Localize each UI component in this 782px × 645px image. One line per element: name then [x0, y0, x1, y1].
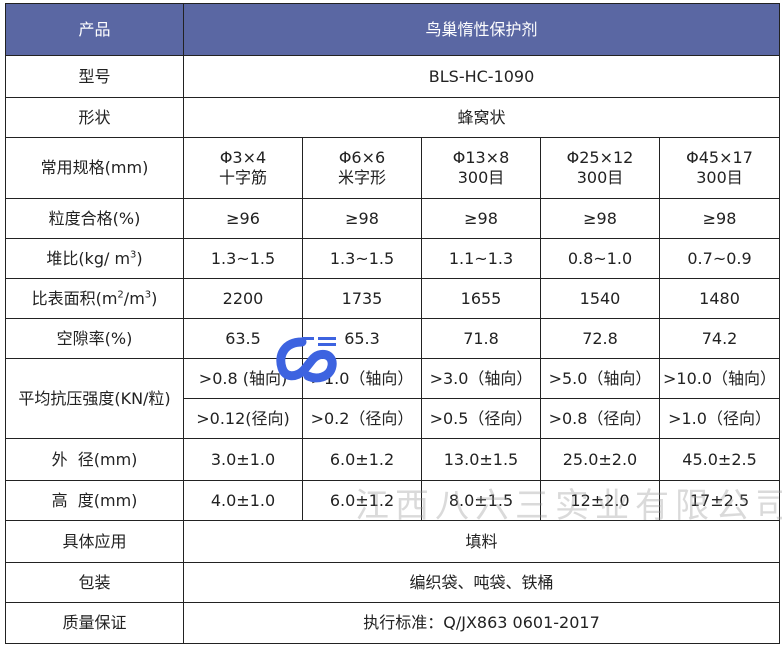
cell-line: 300目 — [457, 168, 505, 187]
row-label: 包装 — [5, 562, 184, 603]
cell: Φ13×8 300目 — [421, 137, 541, 199]
label-text: ) — [136, 248, 143, 268]
row-label: 常用规格(mm) — [5, 137, 184, 199]
cell: 2200 — [183, 278, 303, 319]
header-label: 产品 — [5, 3, 184, 56]
row-label: 粒度合格(%) — [5, 198, 184, 239]
label-text: /m — [123, 288, 145, 308]
row-label: 比表面积(m2/m3) — [5, 278, 184, 319]
row-label: 堆比(kg/ m3) — [5, 238, 184, 279]
cell: 72.8 — [540, 318, 660, 359]
row-void: 空隙率(%) 63.5 65.3 71.8 72.8 74.2 — [5, 318, 781, 359]
label-sup: 3 — [144, 289, 152, 301]
row-application: 具体应用 填料 — [5, 520, 781, 563]
cell: 1.1~1.3 — [421, 238, 541, 279]
cell: 74.2 — [658, 318, 781, 359]
spec-table: 产品 鸟巢惰性保护剂 型号 BLS-HC-1090 形状 蜂窝状 常用规格(mm… — [5, 3, 781, 644]
row-label: 高 度(mm) — [5, 480, 184, 521]
cell: 6.0±1.2 — [302, 480, 422, 521]
cell: Φ6×6 米字形 — [302, 137, 422, 199]
row-bulk: 堆比(kg/ m3) 1.3~1.5 1.3~1.5 1.1~1.3 0.8~1.0 0… — [5, 238, 781, 279]
cell: 1480 — [658, 278, 781, 319]
row-label: 空隙率(%) — [5, 318, 184, 359]
cell: 45.0±2.5 — [658, 438, 781, 481]
quality-value: 执行标准：Q/JX863 0601-2017 — [182, 602, 781, 644]
row-surface: 比表面积(m2/m3) 2200 1735 1655 1540 1480 — [5, 278, 781, 319]
cell: ≥98 — [658, 198, 781, 239]
model-value: BLS-HC-1090 — [182, 55, 781, 98]
cell-line: 300目 — [576, 168, 624, 187]
cell: Φ25×12 300目 — [540, 137, 660, 199]
packing-value: 编织袋、吨袋、铁桶 — [182, 562, 781, 603]
cell: 25.0±2.0 — [540, 438, 660, 481]
cell-line: 米字形 — [337, 168, 386, 187]
cell: >0.8（径向） — [540, 398, 660, 439]
cell: ≥98 — [540, 198, 660, 239]
cell: 1540 — [540, 278, 660, 319]
row-packing: 包装 编织袋、吨袋、铁桶 — [5, 562, 781, 603]
row-outer: 外 径(mm) 3.0±1.0 6.0±1.2 13.0±1.5 25.0±2.0 45… — [5, 438, 781, 481]
row-label: 具体应用 — [5, 520, 184, 563]
cell: >0.12(径向) — [183, 398, 303, 439]
cell: 1.3~1.5 — [302, 238, 422, 279]
cell: >1.0（轴向） — [302, 358, 422, 399]
row-label: 型号 — [5, 55, 184, 98]
cell-line: Φ45×17 — [686, 148, 753, 167]
cell: 0.7~0.9 — [658, 238, 781, 279]
cell-line: 300目 — [696, 168, 743, 187]
cell: 71.8 — [421, 318, 541, 359]
cell: 12±2.0 — [540, 480, 660, 521]
cell: 6.0±1.2 — [302, 438, 422, 481]
row-quality: 质量保证 执行标准：Q/JX863 0601-2017 — [5, 602, 781, 644]
cell: 0.8~1.0 — [540, 238, 660, 279]
cell: Φ3×4 十字筋 — [183, 137, 303, 199]
cell: >10.0（轴向） — [658, 358, 781, 399]
row-label: 外 径(mm) — [5, 438, 184, 481]
row-spec: 常用规格(mm) Φ3×4 十字筋 Φ6×6 米字形 Φ13×8 300目 Φ25×1… — [5, 137, 781, 199]
cell: >3.0（轴向） — [421, 358, 541, 399]
product-name: 鸟巢惰性保护剂 — [182, 3, 781, 56]
cell: 1735 — [302, 278, 422, 319]
cell: ≥98 — [302, 198, 422, 239]
cell: >0.2（径向） — [302, 398, 422, 439]
cell: ≥96 — [183, 198, 303, 239]
row-grain: 粒度合格(%) ≥96 ≥98 ≥98 ≥98 ≥98 — [5, 198, 781, 239]
label-sup: 2 — [117, 289, 124, 301]
application-value: 填料 — [182, 520, 781, 563]
label-text: 堆比(kg/ m — [46, 248, 131, 268]
shape-value: 蜂窝状 — [182, 97, 781, 138]
cell: >1.0（径向） — [658, 398, 781, 439]
cell-line: Φ13×8 — [452, 148, 510, 167]
cell: 8.0±1.5 — [421, 480, 541, 521]
cell: 4.0±1.0 — [183, 480, 303, 521]
cell: 13.0±1.5 — [421, 438, 541, 481]
cell-line: Φ3×4 — [219, 148, 267, 167]
cell: >5.0（轴向） — [540, 358, 660, 399]
row-model: 型号 BLS-HC-1090 — [5, 55, 781, 98]
cell-line: Φ6×6 — [338, 148, 386, 167]
row-height: 高 度(mm) 4.0±1.0 6.0±1.2 8.0±1.5 12±2.0 17±2.… — [5, 480, 781, 521]
cell-line: 十字筋 — [218, 168, 267, 187]
row-label: 形状 — [5, 97, 184, 138]
company-logo-icon — [276, 337, 337, 383]
row-strength-axial: 平均抗压强度(KN/粒) >0.8 (轴向) >1.0（轴向） >3.0（轴向） >5… — [5, 358, 781, 439]
cell: >0.5（径向） — [421, 398, 541, 439]
label-text: ) — [151, 288, 158, 308]
cell: Φ45×17 300目 — [658, 137, 781, 199]
row-label: 质量保证 — [5, 602, 184, 644]
cell-line: Φ25×12 — [566, 148, 634, 167]
label-sup: 3 — [130, 249, 137, 261]
cell: 17±2.5 — [658, 480, 781, 521]
row-shape: 形状 蜂窝状 — [5, 97, 781, 138]
header-row: 产品 鸟巢惰性保护剂 — [5, 3, 781, 56]
label-text: 比表面积(m — [31, 288, 118, 308]
cell: 1655 — [421, 278, 541, 319]
cell: 1.3~1.5 — [183, 238, 303, 279]
cell: 3.0±1.0 — [183, 438, 303, 481]
cell: ≥98 — [421, 198, 541, 239]
row-label: 平均抗压强度(KN/粒) — [5, 358, 184, 439]
